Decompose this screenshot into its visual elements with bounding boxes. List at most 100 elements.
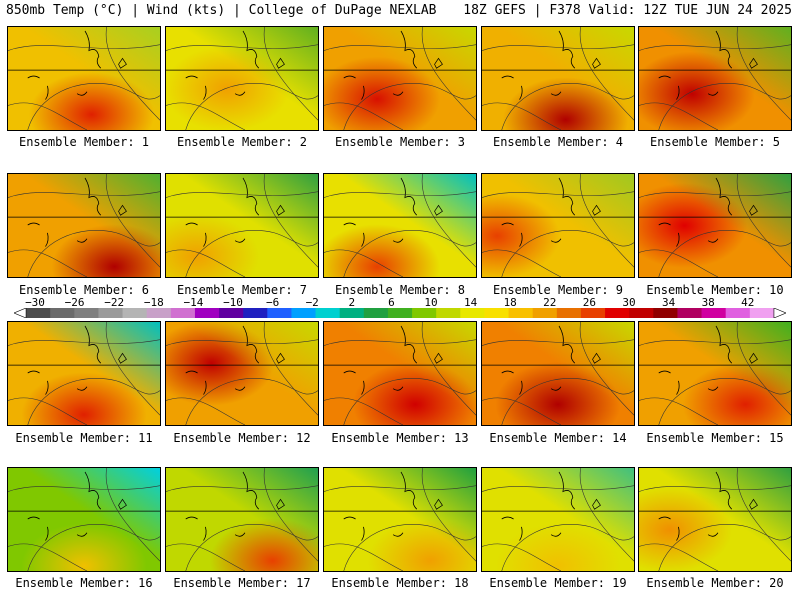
temperature-field — [482, 468, 634, 571]
height-contour — [166, 543, 246, 571]
ensemble-map-panel[interactable] — [481, 467, 635, 572]
ensemble-member-label: Ensemble Member: 1 — [18, 135, 150, 149]
lake-outline — [434, 352, 443, 364]
temperature-colorbar — [14, 308, 786, 318]
cool-region — [482, 27, 634, 130]
lake-outline — [749, 352, 758, 364]
ensemble-member-label: Ensemble Member: 12 — [173, 431, 311, 445]
cool-region — [639, 174, 791, 277]
colorbar-swatch — [194, 308, 220, 318]
height-contour — [8, 249, 88, 277]
coastline — [242, 177, 260, 216]
temperature-field — [482, 27, 634, 130]
ensemble-map-panel[interactable] — [165, 26, 319, 131]
height-contour — [166, 102, 246, 130]
colorbar-tick-label: 6 — [388, 296, 395, 309]
coastline — [84, 471, 102, 510]
height-contour — [8, 102, 88, 130]
height-contour — [263, 322, 318, 416]
colorbar-swatch — [412, 308, 437, 318]
colorbar-swatch — [749, 308, 775, 318]
height-contour — [579, 174, 634, 268]
colorbar-swatch — [580, 308, 606, 318]
ensemble-map-panel[interactable] — [323, 467, 477, 572]
height-contour — [736, 322, 791, 416]
lake-outline — [592, 57, 601, 69]
temperature-field — [166, 27, 318, 130]
coastline — [242, 325, 260, 364]
ensemble-member-label: Ensemble Member: 4 — [492, 135, 624, 149]
state-features — [27, 516, 88, 541]
ensemble-map-panel[interactable] — [481, 173, 635, 278]
temperature-field — [324, 174, 476, 277]
height-contour — [324, 485, 476, 492]
ensemble-map-panel[interactable] — [165, 173, 319, 278]
colorbar-swatch — [436, 308, 461, 318]
state-features — [501, 516, 562, 541]
ensemble-map-panel[interactable] — [7, 321, 161, 426]
colorbar-tick-label: 42 — [741, 296, 755, 309]
ensemble-map-panel[interactable] — [481, 26, 635, 131]
ensemble-member-label: Ensemble Member: 9 — [492, 283, 624, 297]
state-features — [501, 222, 562, 247]
ensemble-member-label: Ensemble Member: 18 — [331, 576, 469, 590]
ensemble-map-panel[interactable] — [165, 467, 319, 572]
colorbar-swatch — [629, 308, 654, 318]
ensemble-map-panel[interactable] — [638, 321, 792, 426]
height-contour — [263, 468, 318, 562]
height-contour — [166, 339, 318, 346]
colorbar-swatch — [556, 308, 582, 318]
state-features — [27, 75, 88, 100]
temperature-field — [8, 468, 160, 571]
ensemble-map-panel[interactable] — [165, 321, 319, 426]
lake-outline — [118, 498, 127, 510]
ensemble-map-panel[interactable] — [638, 467, 792, 572]
height-contour — [8, 339, 160, 346]
cool-region — [639, 468, 791, 571]
coastline — [400, 30, 418, 69]
temperature-field — [639, 468, 791, 571]
ensemble-member-label: Ensemble Member: 2 — [176, 135, 308, 149]
colorbar-swatch — [50, 308, 75, 318]
colorbar-tick-label: −26 — [64, 296, 85, 309]
state-features — [343, 222, 404, 247]
height-contour — [421, 174, 476, 268]
height-contour — [579, 468, 634, 562]
cool-region — [166, 468, 318, 571]
ensemble-map-panel[interactable] — [638, 173, 792, 278]
ensemble-member-label: Ensemble Member: 6 — [18, 283, 150, 297]
cool-region — [166, 322, 318, 425]
colorbar-end-arrow — [773, 308, 786, 318]
ensemble-map-panel[interactable] — [481, 321, 635, 426]
lake-outline — [118, 352, 127, 364]
lake-outline — [592, 498, 601, 510]
ensemble-map-panel[interactable] — [323, 321, 477, 426]
colorbar-swatch — [291, 308, 316, 318]
cool-region — [639, 27, 791, 130]
state-features — [658, 222, 719, 247]
ensemble-member-label: Ensemble Member: 16 — [15, 576, 153, 590]
cool-region — [8, 174, 160, 277]
colorbar-swatch — [701, 308, 727, 318]
ensemble-map-panel[interactable] — [323, 26, 477, 131]
state-features — [343, 370, 404, 395]
lake-outline — [592, 204, 601, 216]
ensemble-map-panel[interactable] — [7, 467, 161, 572]
ensemble-member-label: Ensemble Member: 8 — [334, 283, 466, 297]
ensemble-map-panel[interactable] — [323, 173, 477, 278]
ensemble-map-panel[interactable] — [7, 173, 161, 278]
temperature-field — [639, 322, 791, 425]
ensemble-map-panel[interactable] — [7, 26, 161, 131]
state-features — [185, 370, 246, 395]
height-contour — [324, 249, 404, 277]
temperature-field — [8, 174, 160, 277]
ensemble-map-panel[interactable] — [638, 26, 792, 131]
height-contour — [421, 27, 476, 121]
lake-outline — [434, 57, 443, 69]
lake-outline — [434, 498, 443, 510]
coastline — [84, 30, 102, 69]
colorbar-swatch — [484, 308, 509, 318]
height-contour — [639, 191, 791, 198]
ensemble-member-label: Ensemble Member: 5 — [649, 135, 781, 149]
height-contour — [639, 397, 719, 425]
